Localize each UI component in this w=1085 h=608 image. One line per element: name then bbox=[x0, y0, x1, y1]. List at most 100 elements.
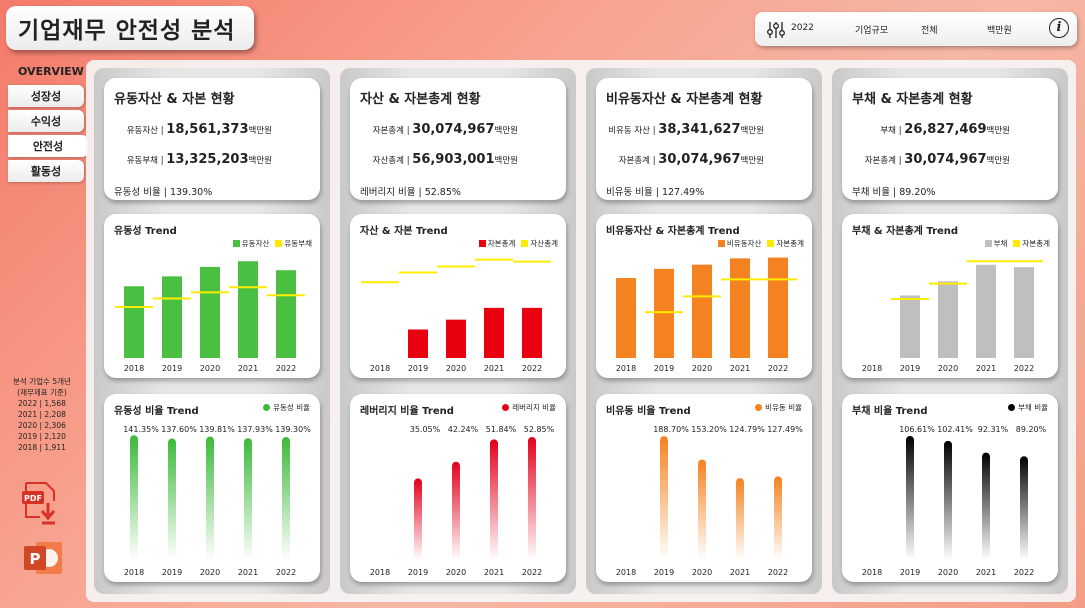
nav-overview[interactable]: OVERVIEW bbox=[18, 64, 84, 78]
filter-bar[interactable]: 2022 기업규모 전체 백만원 i bbox=[755, 12, 1077, 46]
kpi-ratio: 유동성 비율 | 139.30% bbox=[114, 187, 213, 198]
kpi-title: 자산 & 자본총계 현황 bbox=[360, 92, 481, 107]
kpi-card: 자산 & 자본총계 현황 자본총계 | 30,074,967백만원 자산총계 |… bbox=[350, 78, 566, 200]
nav-profitability[interactable]: 수익성 bbox=[8, 110, 84, 132]
size-filter-label: 기업규모 bbox=[855, 26, 889, 36]
trend-bar bbox=[654, 268, 674, 358]
trend-title: 부채 & 자본총계 Trend bbox=[852, 226, 959, 237]
nav-activity[interactable]: 활동성 bbox=[8, 160, 84, 182]
kpi-value-1: 18,561,373 bbox=[166, 122, 249, 137]
slider-icon[interactable] bbox=[767, 20, 785, 40]
kpi-value-1: 30,074,967 bbox=[412, 122, 495, 137]
data-label: 102.41% bbox=[937, 425, 973, 434]
ratio-chart: 2018 2019 35.05% 2020 42.24% 2021 51.84% 2022 52… bbox=[370, 425, 555, 577]
kpi-label-2: 자산총계 | bbox=[372, 156, 410, 166]
metric-panel: 부채 & 자본총계 현황 부채 | 26,827,469백만원 자본총계 | 3… bbox=[832, 68, 1068, 594]
count-value: | 2,306 bbox=[39, 421, 66, 430]
data-label: 124.79% bbox=[729, 425, 765, 434]
kpi-title: 유동자산 & 자본 현황 bbox=[114, 92, 235, 107]
ratio-bar bbox=[982, 452, 990, 560]
kpi-ratio: 비유동 비율 | 127.49% bbox=[606, 187, 705, 198]
legend-swatch-1 bbox=[232, 240, 240, 247]
legend-item-1: 비유동자산 bbox=[717, 238, 761, 249]
svg-text:P: P bbox=[30, 550, 41, 568]
data-label: 141.35% bbox=[123, 425, 159, 434]
x-tick-label: 2022 bbox=[276, 364, 296, 373]
x-tick-label: 2019 bbox=[900, 568, 920, 577]
nav-stability[interactable]: 안전성 bbox=[8, 135, 88, 157]
kpi-card: 유동자산 & 자본 현황 유동자산 | 18,561,373백만원 유동부채 |… bbox=[104, 78, 320, 200]
x-tick-label: 2019 bbox=[900, 364, 920, 373]
legend-swatch-2 bbox=[521, 240, 529, 247]
ratio-legend-label: 유동성 비율 bbox=[273, 403, 310, 412]
ratio-bar bbox=[168, 438, 176, 560]
size-filter-value[interactable]: 전체 bbox=[921, 26, 938, 36]
trend-bar bbox=[124, 286, 144, 358]
pdf-download-icon[interactable]: PDF bbox=[22, 481, 62, 525]
trend-bar bbox=[522, 307, 542, 358]
ratio-bar bbox=[906, 435, 914, 560]
ratio-title: 레버리지 비율 Trend bbox=[360, 406, 454, 417]
trend-legend: 유동자산 유동부채 bbox=[232, 238, 312, 249]
kpi-value-2: 56,903,001 bbox=[412, 152, 495, 167]
count-heading: 분석 기업수 5개년 bbox=[13, 377, 71, 386]
x-tick-label: 2020 bbox=[200, 364, 220, 373]
year-filter[interactable]: 2022 bbox=[791, 23, 814, 33]
legend-swatch-1 bbox=[717, 240, 725, 247]
trend-chart-card: 비유동자산 & 자본총계 Trend 비유동자산 자본총계 2018 2019 20… bbox=[596, 214, 812, 378]
legend-label-2: 자본총계 bbox=[1022, 239, 1050, 248]
kpi-value-1: 26,827,469 bbox=[904, 122, 987, 137]
x-tick-label: 2022 bbox=[522, 364, 542, 373]
ratio-chart: 2018 2019 106.61% 2020 102.41% 2021 92.31% 2022… bbox=[862, 425, 1047, 577]
x-tick-label: 2022 bbox=[1014, 364, 1034, 373]
data-label: 92.31% bbox=[978, 425, 1009, 434]
x-tick-label: 2018 bbox=[862, 364, 882, 373]
count-year: 2021 bbox=[18, 410, 38, 419]
trend-legend: 자본총계 자산총계 bbox=[478, 238, 558, 249]
company-count-box: 분석 기업수 5개년 (재무제표 기준) 2022 | 1,568 2021 | … bbox=[6, 376, 78, 453]
trend-bar bbox=[730, 258, 750, 358]
ratio-bar bbox=[282, 437, 290, 560]
x-tick-label: 2021 bbox=[484, 568, 504, 577]
kpi-ratio: 레버리지 비율 | 52.85% bbox=[360, 187, 461, 198]
x-tick-label: 2022 bbox=[1014, 568, 1034, 577]
powerpoint-icon[interactable]: P bbox=[22, 538, 64, 578]
count-year: 2019 bbox=[18, 432, 38, 441]
legend-label-2: 자본총계 bbox=[776, 239, 804, 248]
kpi-unit-2: 백만원 bbox=[494, 156, 518, 166]
data-label: 51.84% bbox=[486, 425, 517, 434]
data-label: 137.60% bbox=[161, 425, 197, 434]
x-tick-label: 2018 bbox=[124, 568, 144, 577]
trend-bar bbox=[976, 264, 996, 358]
kpi-line-2: 자본총계 | 30,074,967백만원 bbox=[619, 152, 764, 167]
kpi-unit-1: 백만원 bbox=[986, 126, 1010, 136]
data-label: 127.49% bbox=[767, 425, 803, 434]
kpi-unit-1: 백만원 bbox=[740, 126, 764, 136]
x-tick-label: 2020 bbox=[446, 364, 466, 373]
kpi-label-1: 비유동 자산 | bbox=[608, 126, 656, 136]
count-year: 2020 bbox=[18, 421, 38, 430]
trend-bar bbox=[162, 276, 182, 358]
unit-filter[interactable]: 백만원 bbox=[987, 26, 1012, 36]
kpi-line-1: 자본총계 | 30,074,967백만원 bbox=[373, 122, 518, 137]
kpi-title: 부채 & 자본총계 현황 bbox=[852, 92, 973, 107]
data-label: 106.61% bbox=[899, 425, 935, 434]
x-tick-label: 2019 bbox=[654, 568, 674, 577]
kpi-unit-2: 백만원 bbox=[986, 156, 1010, 166]
trend-title: 유동성 Trend bbox=[114, 226, 177, 237]
kpi-value-2: 30,074,967 bbox=[904, 152, 987, 167]
trend-bar bbox=[900, 295, 920, 358]
data-label: 188.70% bbox=[653, 425, 689, 434]
x-tick-label: 2018 bbox=[862, 568, 882, 577]
trend-bar bbox=[446, 319, 466, 358]
ratio-legend: 비유동 비율 bbox=[755, 402, 802, 413]
ratio-title: 부채 비율 Trend bbox=[852, 406, 928, 417]
info-icon[interactable]: i bbox=[1049, 18, 1069, 38]
kpi-line-2: 자산총계 | 56,903,001백만원 bbox=[373, 152, 518, 167]
x-tick-label: 2019 bbox=[162, 568, 182, 577]
nav-growth[interactable]: 성장성 bbox=[8, 85, 84, 107]
x-tick-label: 2018 bbox=[616, 568, 636, 577]
legend-item-2: 자산총계 bbox=[521, 238, 558, 249]
kpi-value-2: 13,325,203 bbox=[166, 152, 249, 167]
data-label: 139.30% bbox=[275, 425, 311, 434]
